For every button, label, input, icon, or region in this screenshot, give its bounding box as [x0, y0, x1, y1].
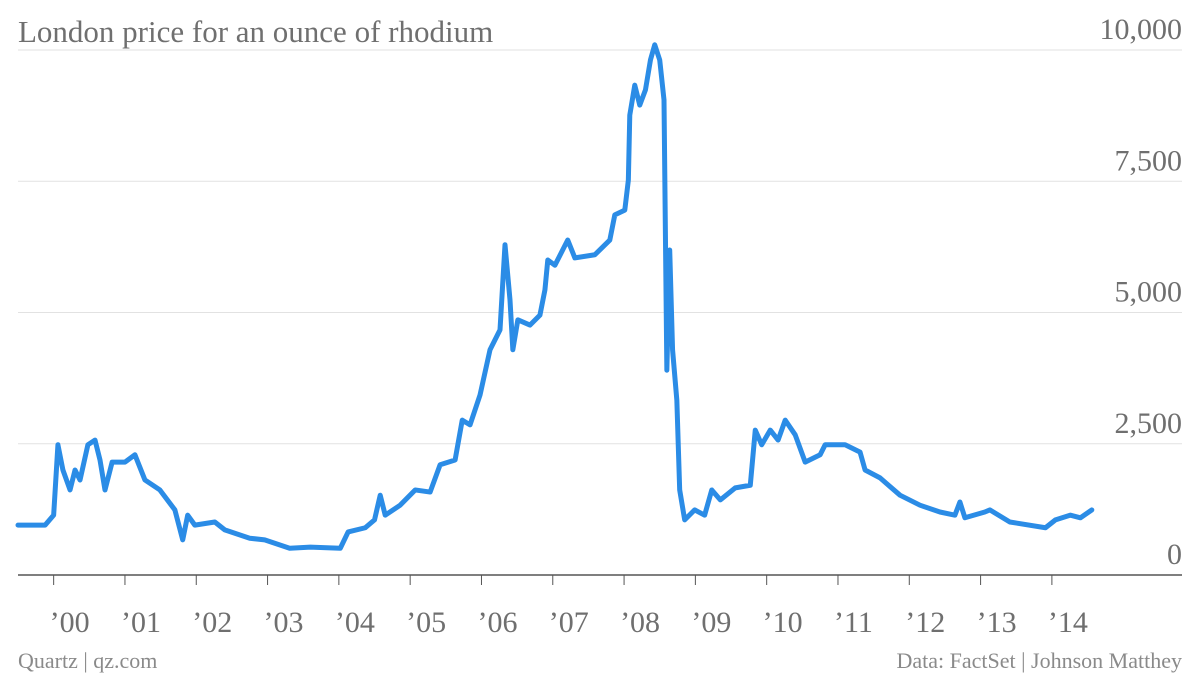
credit: Quartz | qz.com	[18, 648, 157, 673]
x-tick-label: ’01	[121, 606, 161, 639]
x-tick-label: ’06	[477, 606, 517, 639]
price-line	[15, 42, 1095, 551]
x-tick-label: ’13	[977, 606, 1017, 639]
x-tick-label: ’10	[763, 606, 803, 639]
x-tick-label: ’09	[691, 606, 731, 639]
x-tick-label: ’03	[264, 606, 304, 639]
x-tick-label: ’12	[905, 606, 945, 639]
x-tick-label: ’11	[834, 606, 873, 639]
y-tick-label: 5,000	[1115, 276, 1183, 309]
x-tick-label: ’05	[406, 606, 446, 639]
y-tick-label: 0	[1167, 538, 1182, 571]
x-tick-label: ’14	[1048, 606, 1088, 639]
source: Data: FactSet | Johnson Matthey	[897, 648, 1182, 673]
y-tick-label: 7,500	[1115, 144, 1183, 177]
x-tick-label: ’07	[549, 606, 589, 639]
y-tick-label: 10,000	[1100, 13, 1183, 46]
y-tick-label: 2,500	[1115, 407, 1183, 440]
chart-title: London price for an ounce of rhodium	[18, 14, 493, 49]
x-tick-label: ’00	[50, 606, 90, 639]
x-tick-label: ’08	[620, 606, 660, 639]
x-tick-label: ’02	[192, 606, 232, 639]
x-tick-label: ’04	[335, 606, 375, 639]
